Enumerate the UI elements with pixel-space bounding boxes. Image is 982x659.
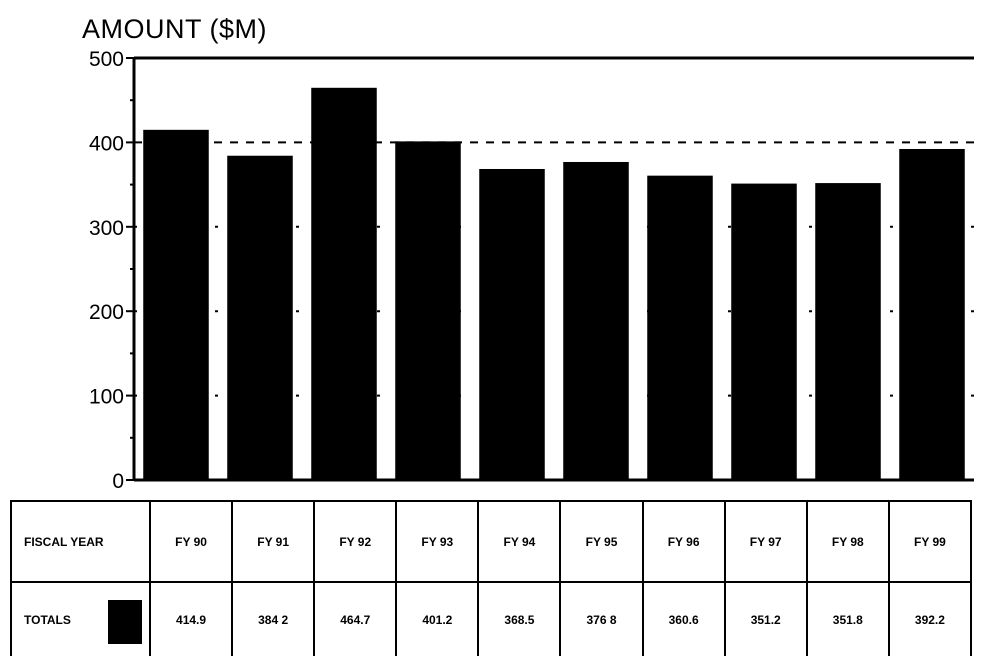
value-label-fy-99: 392.2 — [887, 581, 973, 656]
category-label-fy-93: FY 93 — [395, 500, 480, 583]
category-label-fy-90: FY 90 — [148, 500, 234, 583]
category-label-fy-99: FY 99 — [887, 500, 973, 583]
bar-fy-96 — [647, 175, 713, 480]
chart-title: AMOUNT ($M) — [82, 14, 267, 44]
bar-fy-97 — [731, 183, 797, 480]
bars — [143, 87, 965, 480]
y-tick-label-500: 500 — [89, 48, 124, 71]
y-tick-label-400: 400 — [89, 132, 124, 155]
bar-fy-90 — [143, 129, 209, 480]
bar-fy-91 — [227, 155, 293, 480]
value-label-fy-92: 464.7 — [313, 581, 398, 656]
value-label-fy-90: 414.9 — [148, 581, 234, 656]
category-label-fy-92: FY 92 — [313, 500, 398, 583]
totals-header-cell: TOTALS — [10, 581, 151, 656]
value-label-fy-96: 360.6 — [641, 581, 726, 656]
bar-fy-99 — [899, 148, 965, 480]
grid-lines — [134, 141, 974, 397]
value-label-fy-97: 351.2 — [723, 581, 808, 656]
value-label-fy-93: 401.2 — [395, 581, 480, 656]
y-tick-label-200: 200 — [89, 301, 124, 324]
category-label-fy-98: FY 98 — [805, 500, 890, 583]
totals-header: TOTALS — [24, 612, 71, 627]
bar-chart: 0 100 200 300 400 500 — [89, 48, 974, 493]
value-label-fy-94: 368.5 — [477, 581, 562, 656]
value-label-fy-95: 376 8 — [559, 581, 644, 656]
bar-fy-98 — [815, 183, 881, 480]
bar-fy-92 — [311, 87, 377, 480]
table-row-fiscal-year: FISCAL YEAR FY 90 FY 91 FY 92 FY 93 FY 94 FY … — [10, 500, 973, 583]
bar-fy-94 — [479, 168, 545, 480]
value-label-fy-91: 384 2 — [231, 581, 316, 656]
category-label-fy-97: FY 97 — [723, 500, 808, 583]
y-tick-labels: 0 100 200 300 400 500 — [89, 48, 134, 493]
category-label-fy-94: FY 94 — [477, 500, 562, 583]
bar-fy-95 — [563, 161, 629, 480]
y-tick-label-100: 100 — [89, 386, 124, 409]
fiscal-year-header: FISCAL YEAR — [10, 500, 151, 583]
table-row-totals: TOTALS 414.9 384 2 464.7 401.2 368.5 376 8 360… — [10, 581, 973, 656]
value-label-fy-98: 351.8 — [805, 581, 890, 656]
category-label-fy-91: FY 91 — [231, 500, 316, 583]
category-label-fy-95: FY 95 — [559, 500, 644, 583]
y-tick-label-0: 0 — [112, 470, 124, 493]
bar-fy-93 — [395, 141, 461, 480]
legend-swatch-totals — [108, 600, 142, 644]
category-label-fy-96: FY 96 — [641, 500, 726, 583]
data-table: FISCAL YEAR FY 90 FY 91 FY 92 FY 93 FY 94 FY … — [10, 500, 973, 656]
y-tick-label-300: 300 — [89, 217, 124, 240]
